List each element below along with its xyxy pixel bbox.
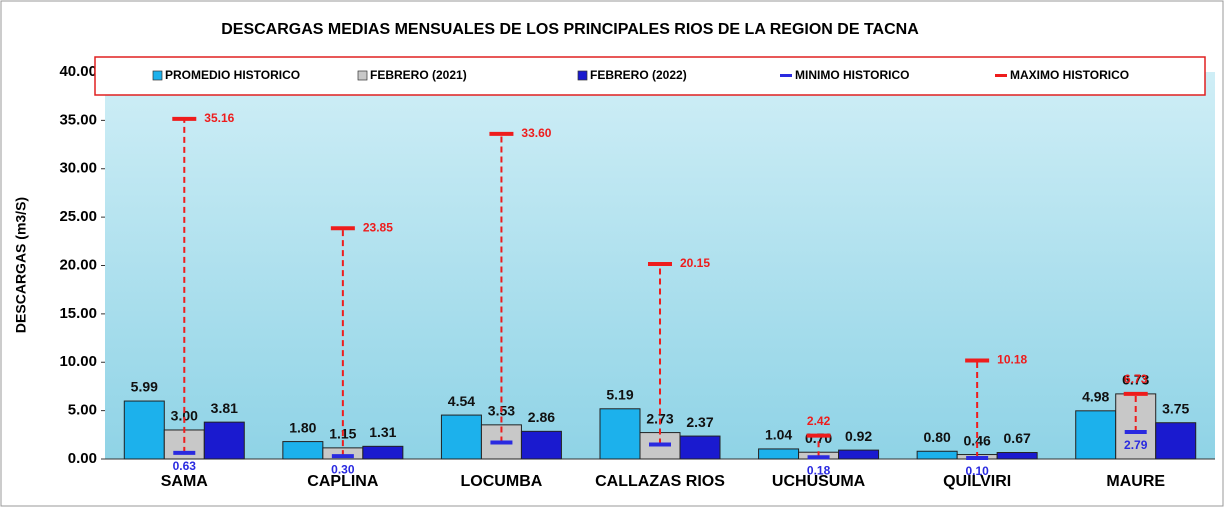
chart-title: DESCARGAS MEDIAS MENSUALES DE LOS PRINCI… [221, 21, 919, 38]
legend-swatch [357, 70, 368, 81]
max-label: 10.18 [997, 353, 1027, 367]
max-label: 6.73 [1124, 372, 1148, 386]
legend-box [94, 56, 1206, 96]
x-tick-label: MAURE [1106, 473, 1165, 490]
data-label: 1.04 [765, 427, 792, 443]
max-label: 35.16 [204, 111, 234, 125]
y-tick-label: 35.00 [59, 111, 97, 128]
bar [440, 414, 482, 460]
x-tick-label: UCHUSUMA [772, 473, 866, 490]
max-label: 20.15 [680, 256, 710, 270]
min-label: 0.10 [965, 464, 989, 478]
legend-label: FEBRERO (2021) [370, 68, 467, 82]
data-label: 0.67 [1004, 430, 1031, 446]
y-tick-label: 15.00 [59, 305, 97, 322]
bar [838, 449, 880, 460]
x-tick-label: CALLAZAS RIOS [595, 473, 725, 490]
legend-label: FEBRERO (2022) [590, 68, 687, 82]
bar [996, 452, 1038, 460]
y-tick-label: 40.00 [59, 63, 97, 80]
y-tick-label: 30.00 [59, 160, 97, 177]
bar [520, 430, 562, 460]
data-label: 3.75 [1162, 400, 1189, 416]
bar [758, 448, 800, 460]
data-label: 2.37 [686, 414, 713, 430]
data-label: 0.46 [964, 432, 991, 448]
bar [1075, 410, 1117, 460]
max-label: 23.85 [363, 220, 393, 234]
bar [679, 435, 721, 460]
bar [282, 441, 324, 460]
data-label: 3.81 [211, 400, 238, 416]
min-label: 0.18 [807, 463, 831, 477]
legend-label: MINIMO HISTORICO [795, 68, 909, 82]
data-label: 3.00 [171, 408, 198, 424]
legend-swatch [577, 70, 588, 81]
legend-swatch [152, 70, 163, 81]
data-label: 4.54 [448, 393, 475, 409]
bar [362, 445, 404, 460]
y-tick-label: 25.00 [59, 208, 97, 225]
x-tick-label: CAPLINA [307, 473, 379, 490]
y-tick-label: 5.00 [68, 402, 97, 419]
data-label: 1.31 [369, 424, 396, 440]
data-label: 2.73 [646, 410, 673, 426]
x-tick-label: QUILVIRI [943, 473, 1011, 490]
legend-label: MAXIMO HISTORICO [1010, 68, 1129, 82]
bar [203, 421, 245, 460]
min-label: 0.30 [331, 462, 355, 476]
x-tick-label: LOCUMBA [461, 473, 543, 490]
data-label: 5.19 [606, 386, 633, 402]
data-label: 1.80 [289, 419, 316, 435]
data-label: 6.73 [1122, 372, 1149, 388]
bar [916, 450, 958, 460]
data-label: 0.80 [924, 429, 951, 445]
y-axis-label: DESCARGAS (m3/S) [13, 197, 29, 333]
data-label: 5.99 [131, 379, 158, 395]
y-tick-label: 0.00 [68, 450, 97, 467]
x-tick-label: SAMA [161, 473, 209, 490]
legend-label: PROMEDIO HISTORICO [165, 68, 300, 82]
max-label: 2.42 [807, 414, 831, 428]
data-label: 4.98 [1082, 389, 1109, 405]
y-tick-label: 20.00 [59, 256, 97, 273]
max-label: 33.60 [521, 126, 551, 140]
data-label: 0.92 [845, 428, 872, 444]
y-tick-label: 10.00 [59, 353, 97, 370]
min-label: 0.63 [173, 459, 197, 473]
bar [1155, 422, 1197, 460]
data-label: 2.86 [528, 409, 555, 425]
bar [599, 408, 641, 460]
min-label: 2.79 [1124, 438, 1148, 452]
bar [123, 400, 165, 460]
